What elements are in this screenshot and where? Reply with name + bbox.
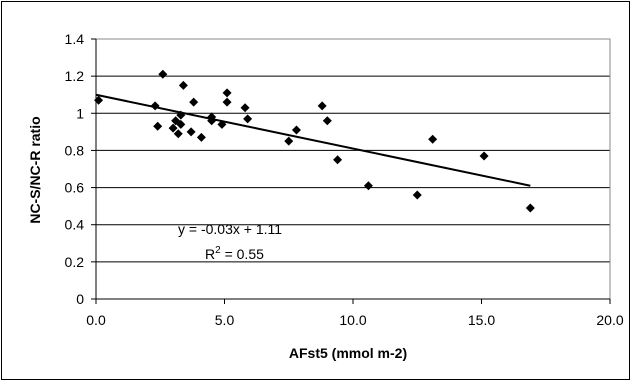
data-point [479,151,489,161]
axes [91,38,611,304]
data-point [317,101,327,111]
data-point [173,129,183,139]
data-point [322,116,332,126]
x-tick-label: 15.0 [468,312,495,328]
data-point [176,119,186,129]
r-squared: R2 = 0.55 [205,245,264,262]
data-point [412,190,422,200]
data-point [158,69,168,79]
data-point [153,121,163,131]
x-tick-label: 20.0 [596,312,623,328]
gridlines [96,38,610,263]
data-point [363,181,373,191]
y-tick-label: 0.2 [65,254,85,270]
regression-equation: y = -0.03x + 1.11 [178,221,282,237]
data-point [284,136,294,146]
data-point [240,103,250,113]
data-point [222,97,232,107]
data-points [94,69,535,213]
y-tick-label: 0.4 [65,217,85,233]
y-tick-label: 0.8 [65,142,85,158]
data-point [243,114,253,124]
y-tick-label: 0.6 [65,180,85,196]
y-tick-label: 1 [76,105,84,121]
data-point [291,125,301,135]
y-tick-label: 1.2 [65,68,85,84]
data-point [525,203,535,213]
data-point [207,116,217,126]
data-point [168,123,178,133]
x-tick-label: 0.0 [86,312,106,328]
data-point [196,132,206,142]
data-point [428,134,438,144]
r2-suffix: = 0.55 [221,246,264,262]
r2-superscript: 2 [215,245,221,256]
x-tick-labels: 0.0 5.0 10.0 15.0 20.0 [86,312,624,328]
trendline [95,93,531,187]
x-tick-label: 10.0 [339,312,366,328]
data-point [186,127,196,137]
data-point [94,95,104,105]
data-point [178,80,188,90]
r2-prefix: R [205,246,215,262]
data-point [176,110,186,120]
x-tick-label: 5.0 [215,312,235,328]
x-axis-title: AFst5 (mmol m-2) [289,345,407,361]
y-tick-labels: 0 0.2 0.4 0.6 0.8 1 1.2 1.4 [65,31,85,307]
data-point [150,101,160,111]
plot-area [95,38,611,300]
data-point [189,97,199,107]
data-point [217,119,227,129]
y-tick-label: 0 [76,291,84,307]
data-point [222,88,232,98]
y-axis-title: NC-S/NC-R ratio [27,116,43,223]
y-tick-label: 1.4 [65,31,85,47]
data-point [333,155,343,165]
